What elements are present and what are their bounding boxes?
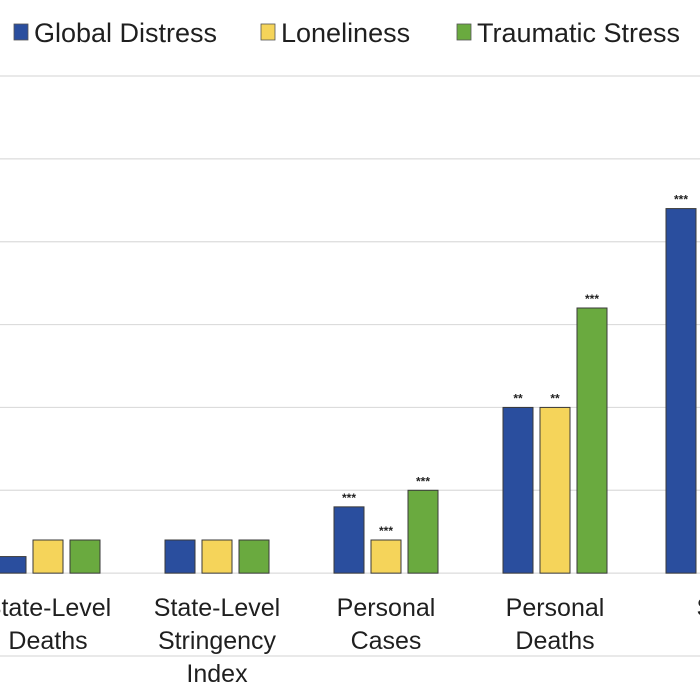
category-label-line: Deaths [8, 627, 87, 655]
significance-label: *** [342, 491, 356, 505]
category-label-line: Stringency [158, 627, 277, 655]
bar-global-distress-0 [0, 556, 27, 574]
category-label-line: Deaths [515, 627, 594, 655]
bar-traumatic-stress-1 [238, 539, 270, 574]
category-label-line: Personal [337, 594, 436, 622]
category-label-line: State-Level [154, 594, 280, 622]
legend-label-traumatic-stress: Traumatic Stress [477, 18, 680, 48]
category-labels: State-Level Deaths State-Level Stringency In… [0, 594, 700, 688]
bar-global-distress-4 [665, 208, 697, 574]
bar-traumatic-stress-0 [69, 539, 101, 574]
significance-label: *** [674, 193, 688, 207]
bar-traumatic-stress-3 [576, 307, 608, 574]
category-label: Personal Cases [337, 594, 436, 655]
category-label-line: State-Level [0, 594, 111, 622]
legend-swatch-global-distress [13, 23, 29, 41]
category-label-line: Self [696, 594, 700, 622]
bar-traumatic-stress-2 [407, 489, 439, 574]
significance-label: ** [550, 391, 560, 405]
bar-loneliness-3 [539, 406, 571, 574]
bars [0, 208, 697, 574]
significance-label: *** [379, 524, 393, 538]
category-label: State-Level Deaths [0, 594, 111, 655]
bar-loneliness-1 [201, 539, 233, 574]
bar-loneliness-2 [370, 539, 402, 574]
category-label: State-Level Stringency Index [154, 594, 280, 688]
legend-swatch-traumatic-stress [456, 23, 472, 41]
significance-labels: ******************* [342, 193, 688, 538]
bar-global-distress-1 [164, 539, 196, 574]
category-label-line: Personal [506, 594, 605, 622]
gridlines [0, 75, 700, 657]
bar-loneliness-0 [32, 539, 64, 574]
legend-label-loneliness: Loneliness [281, 18, 410, 48]
significance-label: *** [585, 292, 599, 306]
category-label-line: Cases [351, 627, 422, 655]
significance-label: *** [416, 474, 430, 488]
legend-label-global-distress: Global Distress [34, 18, 217, 48]
legend-swatch-loneliness [260, 23, 276, 41]
bar-global-distress-2 [333, 506, 365, 574]
category-label-line: Index [186, 660, 248, 688]
bar-global-distress-3 [502, 406, 534, 574]
category-label: Self19 [696, 594, 700, 655]
legend: Global Distress Loneliness Traumatic Str… [13, 18, 680, 48]
significance-label: ** [513, 391, 523, 405]
category-label: Personal Deaths [506, 594, 605, 655]
